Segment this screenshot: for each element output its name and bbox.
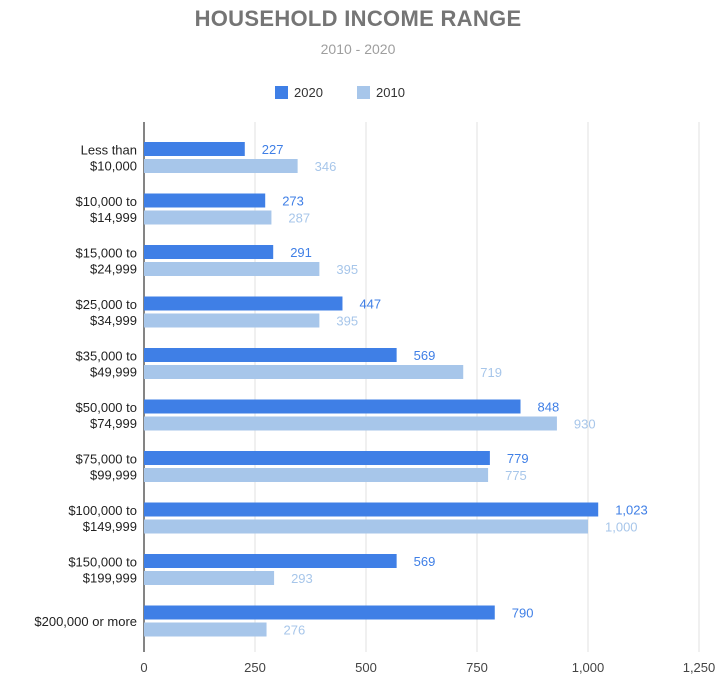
category-label: $15,000 to (76, 246, 137, 261)
chart-subtitle: 2010 - 2020 (320, 41, 396, 57)
bar-2020 (144, 296, 343, 311)
data-label-2020: 790 (512, 606, 534, 621)
legend-swatch-2010 (357, 86, 370, 99)
x-tick-label: 750 (466, 660, 488, 675)
bar-2010 (144, 622, 267, 637)
data-label-2020: 1,023 (615, 503, 648, 518)
category-label: Less than (81, 143, 137, 158)
category-label: $75,000 to (76, 452, 137, 467)
data-label-2020: 569 (414, 554, 436, 569)
bar-2020 (144, 142, 245, 156)
category-label: $25,000 to (76, 297, 137, 312)
data-label-2010: 293 (291, 571, 313, 586)
bar-2010 (144, 210, 272, 225)
bar-2020 (144, 245, 274, 259)
data-label-2010: 395 (336, 262, 358, 277)
bar-2010 (144, 365, 464, 379)
data-label-2020: 273 (282, 194, 304, 209)
bar-2010 (144, 313, 320, 328)
data-label-2010: 930 (574, 417, 596, 432)
x-tick-label: 0 (140, 660, 147, 675)
data-label-2020: 779 (507, 451, 529, 466)
category-label: $74,999 (90, 416, 137, 431)
data-label-2010: 346 (315, 159, 337, 174)
bar-2020 (144, 193, 266, 208)
data-label-2010: 395 (336, 314, 358, 329)
category-label: $34,999 (90, 313, 137, 328)
data-label-2020: 569 (414, 348, 436, 363)
data-label-2010: 1,000 (605, 520, 638, 535)
category-label: $149,999 (83, 519, 137, 534)
data-label-2010: 287 (288, 211, 310, 226)
category-label: $10,000 to (76, 194, 137, 209)
bar-2020 (144, 502, 599, 517)
bar-2020 (144, 554, 397, 568)
bar-2010 (144, 416, 557, 431)
category-label: $35,000 to (76, 349, 137, 364)
x-tick-label: 1,000 (572, 660, 605, 675)
x-tick-label: 250 (244, 660, 266, 675)
x-tick-label: 500 (355, 660, 377, 675)
legend-label-2020: 2020 (294, 85, 323, 100)
bar-2010 (144, 468, 489, 482)
data-label-2010: 719 (480, 365, 502, 380)
data-label-2020: 848 (538, 400, 560, 415)
category-label: $150,000 to (68, 555, 137, 570)
category-label: $10,000 (90, 159, 137, 174)
category-label: $100,000 to (68, 503, 137, 518)
category-label: $49,999 (90, 365, 137, 380)
data-label-2010: 276 (284, 623, 306, 638)
bar-2010 (144, 519, 588, 534)
bar-2020 (144, 399, 521, 414)
category-label: $24,999 (90, 262, 137, 277)
bar-2020 (144, 451, 490, 465)
category-label: $199,999 (83, 571, 137, 586)
category-label: $99,999 (90, 468, 137, 483)
bar-2020 (144, 605, 495, 620)
bar-2010 (144, 571, 275, 585)
data-label-2020: 291 (290, 245, 312, 260)
legend-swatch-2020 (275, 86, 288, 99)
data-label-2020: 227 (262, 142, 284, 157)
data-label-2020: 447 (359, 297, 381, 312)
x-tick-label: 1,250 (683, 660, 716, 675)
category-label: $200,000 or more (34, 614, 137, 629)
legend-label-2010: 2010 (376, 85, 405, 100)
category-label: $14,999 (90, 210, 137, 225)
bar-2020 (144, 348, 397, 362)
bar-2010 (144, 262, 320, 276)
bar-2010 (144, 159, 298, 173)
data-label-2010: 775 (505, 468, 527, 483)
category-label: $50,000 to (76, 400, 137, 415)
chart-title: HOUSEHOLD INCOME RANGE (194, 6, 522, 31)
